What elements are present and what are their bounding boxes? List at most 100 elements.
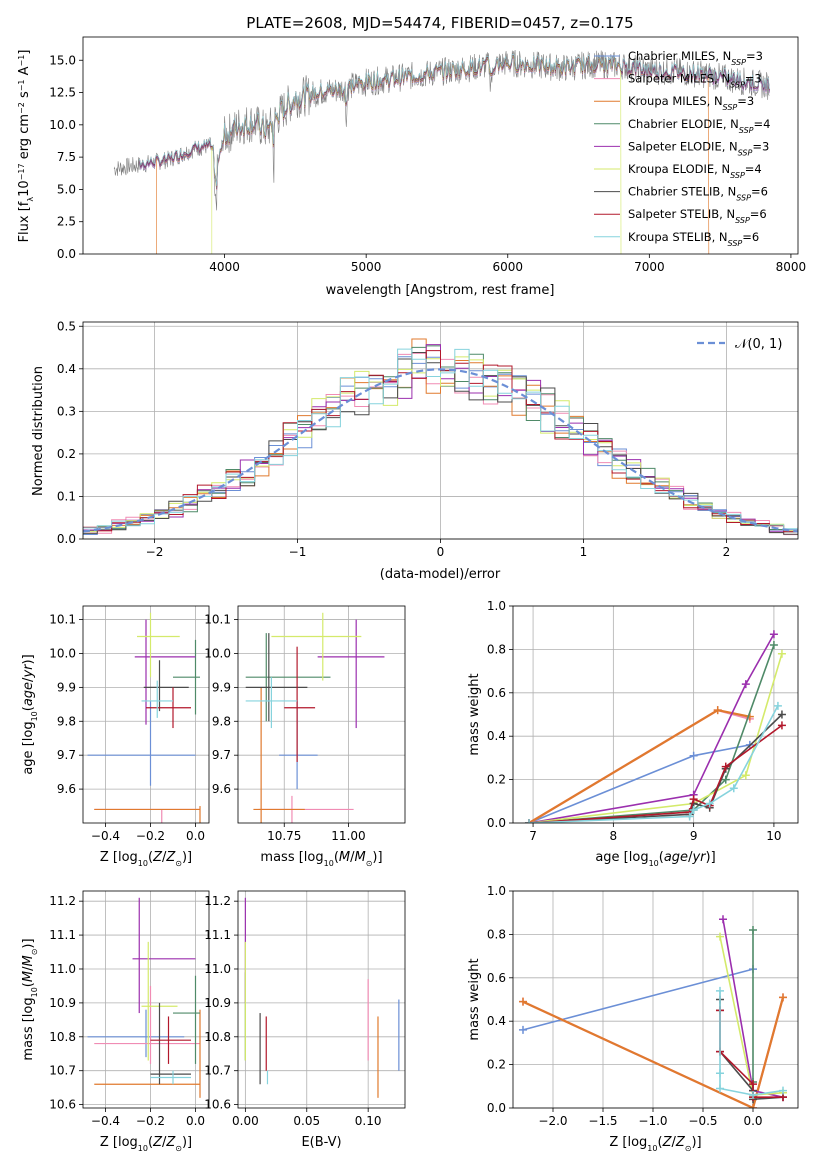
x-tick-label: −2 [146,545,164,559]
x-tick-label: −0.4 [91,1114,120,1128]
legend: Chabrier MILES, NSSP=3 Salpeter MILES, NS… [594,49,770,247]
axes-age_vs_mass: 10.75 11.00 9.6 9.7 9.8 9.9 10.0 10.1 mass [log1… [204,605,406,868]
x-axis-label: (data-model)/error [380,567,501,582]
weight-marker-kroupa_miles [779,993,787,1002]
weight-marker-salpeter_stelib [749,1080,757,1089]
y-tick-label: 10.9 [204,996,231,1010]
spectrum-model-kroupa_miles [156,56,710,254]
y-tick-label: 0.1 [57,489,76,503]
weight-marker-chabrier_miles [519,1025,527,1034]
weight-line-kroupa_miles [528,709,751,823]
weight-marker-kroupa_miles [749,1104,757,1108]
x-axis-label: age [log10(age/yr)] [595,850,715,868]
weight-marker-chabrier_elodie [749,926,757,935]
y-tick-label: 0.4 [487,1014,506,1028]
y-tick-label: 10.9 [49,996,76,1010]
legend-label: 𝒩(0, 1) [735,337,782,352]
x-axis-label-text: age [log10(age/yr)] [595,850,715,868]
y-tick-label: 10.6 [49,1098,76,1112]
x-tick-label: 6000 [492,260,523,274]
legend-label: Salpeter ELODIE, NSSP=3 [628,139,769,157]
legend-label: Kroupa ELODIE, NSSP=4 [628,162,762,180]
legend-label: Kroupa STELIB, NSSP=6 [628,230,759,248]
axes-age_vs_Z: −0.4 −0.2 0.0 9.6 9.7 9.8 9.9 10.0 10.1 Z [log10(… [21,605,210,868]
weight-marker-salpeter_stelib [777,721,786,730]
x-tick-label: −2.0 [538,1114,567,1128]
x-tick-label: 0 [437,545,445,559]
y-tick-label: 0.4 [57,362,76,376]
x-axis-label: wavelength [Angstrom, rest frame] [326,283,555,298]
y-axis-label-text: mass weight [467,673,482,755]
plot-area [525,630,786,823]
x-axis-label: Z [log10(Z/Z⊙)] [100,1135,192,1153]
x-tick-label: −1.0 [638,1114,667,1128]
x-axis-label-text: E(B-V) [301,1135,341,1150]
x-tick-label: −1 [289,545,307,559]
y-tick-label: 10.0 [204,646,231,660]
legend-label: Chabrier STELIB, NSSP=6 [628,185,768,203]
axes-frame [82,321,799,540]
weight-line-chabrier_elodie [529,644,775,823]
x-tick-label: 1 [580,545,588,559]
y-tick-label: 11.2 [49,894,76,908]
y-tick-label: 1.0 [487,884,506,898]
axes-frame [82,605,210,824]
x-axis-label-text: mass [log10(M/M⊙)] [260,850,382,868]
axes-frame [512,890,799,1109]
weight-marker-kroupa_stelib [525,819,534,823]
x-tick-label: 10.75 [267,829,301,843]
y-tick-label: 10.0 [49,646,76,660]
y-tick-label: 9.7 [57,748,76,762]
y-tick-label: 0.0 [57,247,76,261]
x-tick-label: −0.2 [136,829,165,843]
y-tick-label: 10.8 [49,1030,76,1044]
x-tick-label: 8 [610,829,618,843]
y-tick-label: 10.1 [49,613,76,627]
y-tick-label: 0.5 [57,319,76,333]
y-tick-label: 0.2 [487,1058,506,1072]
weight-line-salpeter_miles [528,709,751,823]
y-tick-label: 2.5 [57,215,76,229]
y-tick-label: 0.6 [487,971,506,985]
y-tick-label: 10.1 [204,613,231,627]
x-axis-label: mass [log10(M/M⊙)] [260,850,382,868]
legend-label: Salpeter MILES, NSSP=3 [628,72,762,90]
weight-marker-kroupa_stelib [716,1084,724,1093]
x-tick-label: −0.4 [91,829,120,843]
y-tick-label: 0.3 [57,404,76,418]
y-tick-label: 9.9 [57,680,76,694]
x-tick-label: 10 [766,829,781,843]
y-tick-label: 0.0 [57,532,76,546]
weight-marker-chabrier_miles [689,751,698,760]
y-tick-label: 10.7 [49,1064,76,1078]
y-tick-label: 10.8 [204,1030,231,1044]
y-tick-label: 9.9 [212,680,231,694]
weight-marker-kroupa_stelib [689,805,698,814]
x-tick-label: 11.00 [331,829,365,843]
axes-mass_vs_Z: −0.4 −0.2 0.0 10.6 10.7 10.8 10.9 11.0 11.1 11.2 Z… [21,890,210,1153]
weight-marker-kroupa_stelib [705,799,714,808]
axes-frame [82,890,210,1109]
weight-marker-kroupa_stelib [716,986,724,995]
legend-label: Chabrier MILES, NSSP=3 [628,49,763,67]
y-tick-label: 5.0 [57,182,76,196]
y-tick-label: 0.8 [487,927,506,941]
weight-line-kroupa_miles [522,997,785,1108]
weight-marker-kroupa_elodie [777,649,786,658]
legend-label: Kroupa MILES, NSSP=3 [628,94,754,112]
plot-area [244,897,400,1098]
y-tick-label: 11.1 [204,928,231,942]
y-tick-label: 0.2 [57,447,76,461]
weight-marker-chabrier_elodie [721,775,730,784]
weight-line-kroupa_elodie [529,653,783,823]
x-tick-label: 9 [690,829,698,843]
legend-label: Salpeter STELIB, NSSP=6 [628,207,767,225]
weight-marker-chabrier_elodie [769,641,778,650]
weight-marker-kroupa_elodie [741,771,750,780]
weight-line-kroupa_stelib [529,705,779,823]
y-axis-label: mass weight [467,958,482,1040]
weight-marker-salpeter_elodie [769,630,778,639]
x-tick-label: 0.0 [186,1114,205,1128]
x-tick-label: 7 [529,829,537,843]
chart-title: PLATE=2608, MJD=54474, FIBERID=0457, z=0… [246,14,633,32]
